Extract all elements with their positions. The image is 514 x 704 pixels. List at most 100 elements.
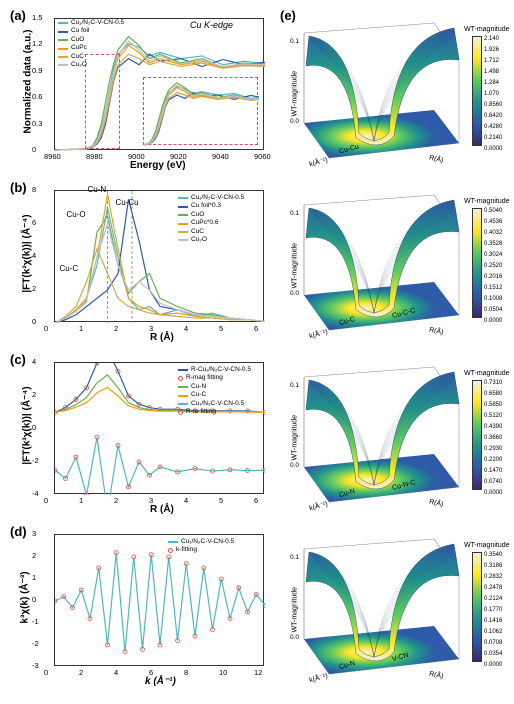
panel-a-xlabel: Energy (eV) [130, 160, 186, 171]
colorbar-tick: 0.2478 [484, 585, 502, 591]
colorbar-tick: 2.140 [484, 36, 499, 42]
legend-item: Cu₁/N₂C-V-CN-0.5 [178, 194, 244, 202]
legend-item: R-mag fitting [178, 374, 251, 382]
panel-d-xlabel: k (Å⁻¹) [145, 676, 176, 687]
wt-panel-2: CuPcCu-NCu-N-Ck(Å⁻¹)R(Å)WT-magnitude0.00… [284, 362, 510, 522]
colorbar-tick: 0.2520 [484, 263, 502, 269]
wt-panel-3: Cu₁/N₂C-V-CN-0.5Cu-NV-CNk(Å⁻¹)R(Å)WT-mag… [284, 534, 510, 694]
legend-item: Cu foil [58, 27, 124, 35]
colorbar-tick: 0.2832 [484, 574, 502, 580]
colorbar-title: WT-magnitude [464, 26, 510, 33]
colorbar-tick: 0.0354 [484, 651, 502, 657]
colorbar [472, 36, 482, 146]
panel-d: (d) Cu₁/N₂C-V-CN-0.5k-fitting k³χ(k) (Å⁻… [10, 524, 272, 694]
colorbar-tick: 0.1416 [484, 618, 502, 624]
legend-item: R-Cu₁/N₂C-V-CN-0.5 [178, 366, 251, 374]
colorbar-tick: 0.1770 [484, 607, 502, 613]
wt-panel-1: CuCCu-CCu-C-Ck(Å⁻¹)R(Å)WT-magnitude0.00.… [284, 190, 510, 350]
colorbar-title: WT-magnitude [464, 198, 510, 205]
colorbar-tick: 0.4280 [484, 124, 502, 130]
wt-title: Cu foil [369, 28, 390, 37]
legend-item: Cu₂O [58, 61, 124, 69]
wt-zlabel: WT-magnitude [292, 563, 299, 633]
colorbar-tick: 1.926 [484, 47, 499, 53]
wt-title: CuC [369, 200, 384, 209]
colorbar [472, 208, 482, 318]
colorbar-tick: 0.3540 [484, 552, 502, 558]
colorbar-tick: 0.3024 [484, 252, 502, 258]
panel-a-legend: Cu₁/N₂C-V-CN-0.5Cu foilCuOCuPcCuCCu₂O [58, 19, 124, 70]
colorbar-tick: 1.070 [484, 91, 499, 97]
panel-d-label: (d) [10, 524, 27, 539]
colorbar-tick: 0.0504 [484, 307, 502, 313]
colorbar-tick: 0.3660 [484, 435, 502, 441]
colorbar-tick: 0.5850 [484, 402, 502, 408]
panel-b-label: (b) [10, 180, 27, 195]
legend-item: R-re fitting [178, 408, 251, 416]
legend-item: Cu-C [178, 391, 251, 399]
colorbar-title: WT-magnitude [464, 542, 510, 549]
colorbar [472, 380, 482, 490]
colorbar-tick: 0.5040 [484, 208, 502, 214]
colorbar-tick: 0.0000 [484, 146, 502, 152]
panel-b: (b) Cu₁/N₂C-V-CN-0.5Cu foil*0.3CuOCuPc*0… [10, 180, 272, 345]
legend-item: Cu foil*0.3 [178, 202, 244, 210]
wt-zlabel: WT-magnitude [292, 391, 299, 461]
wt-title: CuPc [369, 372, 387, 381]
legend-item: Cu₁/N₂C-V-CN-0.5 [58, 19, 124, 27]
colorbar-tick: 1.712 [484, 58, 499, 64]
colorbar-tick: 0.3528 [484, 241, 502, 247]
legend-item: Cu₁/N₂C-V-CN-0.5 [178, 400, 251, 408]
legend-item: CuPc [58, 44, 124, 52]
colorbar-tick: 0.2140 [484, 135, 502, 141]
legend-item: Cu-N [178, 383, 251, 391]
annotation: Cu-Cu [116, 198, 139, 207]
legend-item: CuPc*0.6 [178, 219, 244, 227]
panel-c-xlabel: R (Å) [150, 504, 174, 515]
panel-d-ylabel: k³χ(k) (Å⁻³) [20, 553, 31, 643]
legend-item: CuO [58, 36, 124, 44]
colorbar-tick: 0.6580 [484, 391, 502, 397]
colorbar-title: WT-magnitude [464, 370, 510, 377]
colorbar-tick: 1.284 [484, 80, 499, 86]
colorbar-tick: 0.2016 [484, 274, 502, 280]
panel-a-title: Cu K-edge [190, 20, 233, 30]
colorbar-tick: 0.0708 [484, 640, 502, 646]
colorbar-tick: 0.5120 [484, 413, 502, 419]
panel-b-legend: Cu₁/N₂C-V-CN-0.5Cu foil*0.3CuOCuPc*0.6Cu… [178, 194, 244, 245]
colorbar-tick: 0.4032 [484, 230, 502, 236]
colorbar-tick: 0.1008 [484, 296, 502, 302]
panel-a: (a) Cu₁/N₂C-V-CN-0.5Cu foilCuOCuPcCuCCu₂… [10, 8, 272, 173]
colorbar-tick: 0.7310 [484, 380, 502, 386]
colorbar [472, 552, 482, 662]
legend-item: CuO [178, 211, 244, 219]
colorbar-tick: 0.2200 [484, 457, 502, 463]
wt-panel-0: Cu foilCu-Cuk(Å⁻¹)R(Å)WT-magnitude0.00.1… [284, 18, 510, 178]
panel-c-legend: R-Cu₁/N₂C-V-CN-0.5R-mag fittingCu-NCu-CC… [178, 366, 251, 417]
colorbar-tick: 0.8560 [484, 102, 502, 108]
legend-item: CuC [178, 228, 244, 236]
colorbar-tick: 0.0740 [484, 479, 502, 485]
panel-b-ylabel: |FT(k³χ(k))| (Å⁻⁴) [22, 199, 33, 309]
colorbar-tick: 1.498 [484, 69, 499, 75]
colorbar-tick: 0.6420 [484, 113, 502, 119]
wt-zlabel: WT-magnitude [292, 219, 299, 289]
panel-a-inset [143, 77, 258, 145]
colorbar-tick: 0.4390 [484, 424, 502, 430]
wt-title: Cu₁/N₂C-V-CN-0.5 [369, 544, 430, 553]
colorbar-tick: 0.2124 [484, 596, 502, 602]
panel-b-xlabel: R (Å) [150, 332, 174, 343]
colorbar-tick: 0.1512 [484, 285, 502, 291]
panel-c-label: (c) [10, 352, 26, 367]
legend-item: Cu₂O [178, 236, 244, 244]
colorbar-tick: 0.0000 [484, 662, 502, 668]
legend-item: k-fitting [168, 546, 234, 554]
legend-item: CuC [58, 53, 124, 61]
colorbar-tick: 0.4536 [484, 219, 502, 225]
colorbar-tick: 0.0000 [484, 490, 502, 496]
annotation: Cu-N [88, 185, 107, 194]
annotation: Cu-C [60, 264, 79, 273]
panel-d-legend: Cu₁/N₂C-V-CN-0.5k-fitting [168, 538, 234, 555]
panel-c-ylabel: |FT(k³χ(k))| (Å⁻⁴) [22, 371, 33, 481]
colorbar-tick: 0.1470 [484, 468, 502, 474]
